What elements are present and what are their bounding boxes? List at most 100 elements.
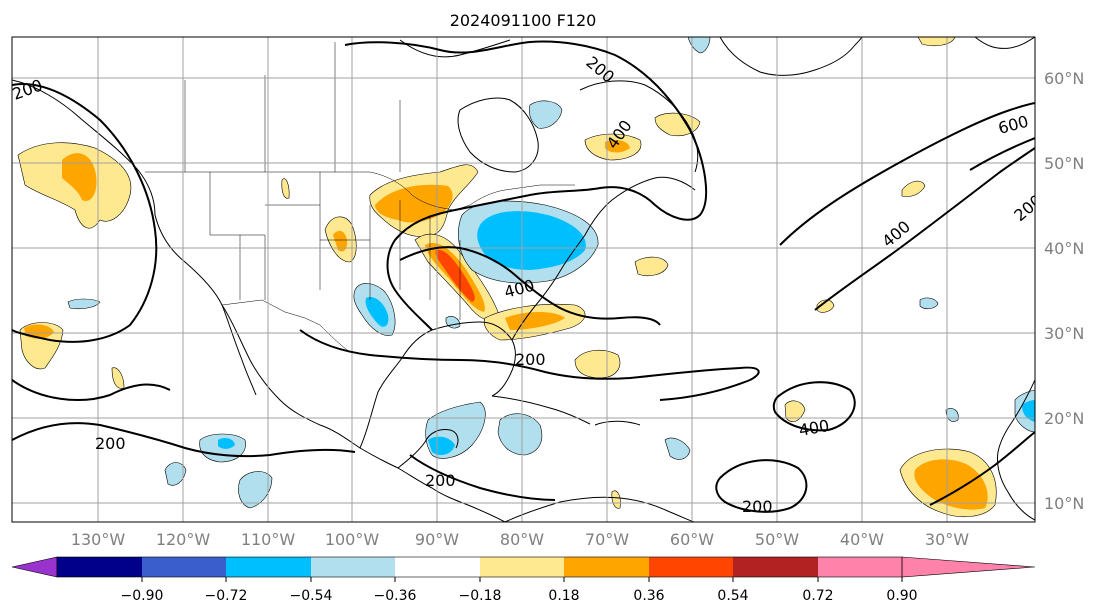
contour-600-east	[969, 137, 1035, 171]
anomaly-lightblue-windward	[664, 437, 691, 460]
colorbar: −0.90 −0.72 −0.54 −0.36 −0.18 0.18 0.36 …	[11, 556, 1036, 604]
coast-central-america	[397, 467, 506, 522]
anomaly-blue-caribbean-west	[428, 436, 455, 456]
anomaly-red-mississippi	[435, 249, 475, 302]
border-states-2	[239, 200, 461, 320]
lon-label-50w: 50°W	[755, 530, 799, 549]
anomaly-blue-pacific-mexico-1	[218, 437, 235, 449]
contour-200-west-pacific	[12, 379, 171, 401]
anomaly-yellow-labrador-sea	[654, 112, 701, 137]
anomaly-yellow-rockies	[281, 178, 290, 199]
coast-arctic-islands	[399, 39, 511, 58]
colorbar-segment	[311, 557, 395, 577]
coast-greenland	[719, 37, 863, 76]
anomaly-lightblue-mid-atlantic	[919, 297, 939, 310]
anomaly-yellow-mid-atlantic-2	[816, 299, 835, 313]
colorbar-segment	[564, 557, 649, 577]
border-canada-provinces	[184, 42, 401, 172]
lat-label-30n: 30°N	[1044, 324, 1084, 343]
lon-label-30w: 30°W	[925, 530, 969, 549]
contour-200-caribbean-2	[409, 454, 556, 501]
anomaly-orange-pacific-nw	[62, 153, 97, 201]
anomaly-blue-texas	[365, 296, 389, 327]
lon-label-80w: 80°W	[500, 530, 544, 549]
map-content: 200 400 600 200 400 200 400 200 200 400 …	[12, 37, 1035, 522]
anomaly-blue-northeast	[477, 211, 586, 270]
positive-anomaly-areas	[17, 37, 997, 518]
map-frame	[11, 36, 1036, 523]
anomaly-orange-cape-verde	[914, 459, 988, 510]
colorbar-tick-label: −0.36	[374, 588, 417, 604]
lon-label-40w: 40°W	[840, 530, 884, 549]
colorbar-tick-label: 0.72	[802, 588, 833, 604]
anomaly-orange-gulf-coast	[505, 312, 565, 330]
colorbar-tick-label: 0.90	[886, 588, 917, 604]
colorbar-segment	[480, 557, 564, 577]
colorbar-tick-label: 0.18	[548, 588, 579, 604]
colorbar-segment	[733, 557, 818, 577]
colorbar-extend-low	[11, 556, 58, 578]
latitude-labels: 60°N 50°N 40°N 30°N 20°N 10°N	[1044, 69, 1084, 513]
colorbar-tick-label: −0.18	[459, 588, 502, 604]
political-borders	[145, 42, 575, 353]
contour-400-ridge	[399, 246, 661, 326]
coast-gulf	[359, 321, 516, 449]
anomaly-yellow-tropical-atlantic	[784, 400, 806, 423]
contour-200-trough	[344, 40, 707, 331]
lon-label-100w: 100°W	[325, 530, 380, 549]
contour-lines	[12, 40, 1035, 513]
colorbar-tick-label: −0.54	[290, 588, 333, 604]
colorbar-tick-label: 0.36	[633, 588, 664, 604]
lon-label-90w: 90°W	[415, 530, 459, 549]
border-us-mexico	[221, 299, 351, 353]
negative-anomaly-areas	[67, 37, 1035, 509]
lat-label-60n: 60°N	[1044, 69, 1084, 88]
lon-label-120w: 120°W	[156, 530, 211, 549]
colorbar-segment	[818, 557, 902, 577]
contour-400-tropics	[772, 381, 856, 432]
colorbar-tick-label: −0.90	[121, 588, 164, 604]
anomaly-lightblue-greenland	[687, 37, 711, 54]
lon-label-70w: 70°W	[585, 530, 629, 549]
contour-label: 200	[425, 471, 456, 490]
anomaly-lightblue-hudson	[528, 100, 563, 129]
colorbar-segment	[649, 557, 733, 577]
lon-label-130w: 130°W	[71, 530, 126, 549]
coast-south-america	[504, 496, 695, 522]
lat-label-20n: 20°N	[1044, 409, 1084, 428]
contour-200-caribbean-1	[12, 422, 356, 458]
anomaly-orange-great-lakes	[375, 184, 453, 223]
colorbar-segment	[142, 557, 226, 577]
contour-200-gulf	[299, 329, 760, 401]
map-panel: 200 400 600 200 400 200 400 200 200 400 …	[11, 36, 1084, 549]
lat-label-40n: 40°N	[1044, 239, 1084, 258]
border-us-canada	[145, 171, 575, 211]
anomaly-yellow-bermuda	[634, 256, 669, 276]
anomaly-yellow-atlantic-small	[574, 350, 621, 379]
colorbar-segment	[395, 557, 480, 577]
lat-label-50n: 50°N	[1044, 154, 1084, 173]
lat-label-10n: 10°N	[1044, 494, 1084, 513]
colorbar-tick-label: −0.72	[205, 588, 248, 604]
anomaly-lightblue-pacific-mexico-2	[238, 471, 273, 509]
contour-200-tropics	[715, 459, 808, 513]
contour-label: 200	[95, 434, 126, 453]
contour-200-cape-verde	[929, 431, 1035, 506]
coast-hispaniola	[594, 420, 641, 426]
anomaly-lightblue-pacific-mexico-3	[164, 462, 187, 486]
colorbar-tick-label: 0.54	[717, 588, 748, 604]
lon-label-110w: 110°W	[241, 530, 296, 549]
coast-east	[511, 176, 696, 341]
contour-400-east	[814, 147, 1035, 311]
anomaly-yellow-venezuela	[611, 490, 621, 509]
colorbar-segment	[226, 557, 311, 577]
contour-200-north	[12, 83, 158, 343]
contour-label: 200	[742, 497, 773, 516]
coast-hudson-bay	[457, 97, 539, 173]
coast-greenland-2	[974, 37, 1035, 49]
colorbar-extend-high	[901, 556, 1036, 578]
coast-cuba	[491, 395, 591, 425]
colorbar-segments	[57, 557, 902, 577]
lon-label-60w: 60°W	[670, 530, 714, 549]
